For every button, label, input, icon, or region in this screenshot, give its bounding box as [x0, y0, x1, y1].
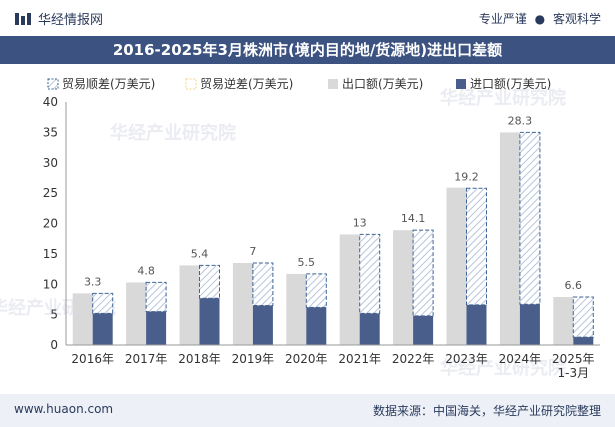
- x-tick-label: 2017年: [125, 352, 168, 366]
- x-axis: 2016年 2017年 2018年 2019年 2020年 2021年 2022年 2023年…: [66, 344, 600, 380]
- legend-swatch-export: [328, 79, 338, 89]
- y-tick-label: 10: [43, 277, 58, 291]
- tagline-1: 专业严谨: [478, 12, 527, 26]
- bar-import: [252, 305, 273, 345]
- logo-icon: [15, 12, 31, 25]
- legend-swatch-surplus: [47, 78, 59, 90]
- y-tick-label: 25: [43, 186, 58, 200]
- watermark-text: 华经产业研究院: [110, 122, 236, 144]
- data-label: 13: [353, 216, 367, 229]
- data-label: 14.1: [401, 212, 426, 225]
- y-tick-label: 0: [50, 338, 58, 352]
- bar-export: [499, 132, 520, 345]
- bar-import: [92, 313, 113, 345]
- legend-label: 贸易顺差(万美元): [62, 77, 155, 91]
- legend: 贸易顺差(万美元) 贸易逆差(万美元) 出口额(万美元) 进口额(万美元): [47, 76, 551, 91]
- bar-surplus: [145, 281, 167, 313]
- bar-surplus: [466, 187, 487, 306]
- legend-swatch-deficit: [185, 78, 197, 90]
- legend-label: 贸易逆差(万美元): [200, 76, 293, 91]
- watermark-text: 华经产业研究院: [440, 357, 566, 379]
- data-label: 3.3: [84, 275, 102, 288]
- bar-export: [339, 234, 360, 345]
- data-label: 4.8: [137, 264, 155, 277]
- x-tick-label: 2016年: [71, 352, 114, 366]
- bar-surplus: [572, 296, 594, 338]
- y-tick-label: 15: [43, 247, 58, 261]
- bar-surplus: [92, 292, 114, 314]
- data-label: 6.6: [565, 279, 583, 292]
- bar-surplus: [519, 131, 541, 305]
- y-tick-label: 35: [43, 125, 58, 139]
- legend-label: 进口额(万美元): [470, 77, 551, 91]
- y-tick-label: 30: [43, 156, 58, 170]
- bar-import: [199, 298, 220, 345]
- footer: www.huaon.com 数据来源：中国海关，华经产业研究院整理: [0, 394, 615, 427]
- x-tick-label: 2021年: [338, 352, 381, 366]
- bar-surplus: [305, 273, 327, 308]
- legend-swatch-import: [456, 79, 466, 89]
- bar-import: [573, 337, 594, 345]
- x-tick-label: 2018年: [178, 352, 221, 366]
- data-label: 5.5: [298, 256, 316, 269]
- bar-export: [553, 297, 574, 345]
- bar-import: [146, 311, 167, 345]
- bar-export: [179, 265, 200, 345]
- data-label: 28.3: [508, 114, 533, 127]
- brand: 华经情报网: [14, 9, 103, 28]
- brand-name: 华经情报网: [38, 13, 104, 28]
- bar-import: [413, 315, 434, 345]
- footer-website[interactable]: www.huaon.com: [14, 402, 114, 416]
- data-label: 19.2: [454, 170, 479, 183]
- bar-export: [393, 230, 414, 345]
- y-tick-label: 20: [43, 217, 58, 231]
- x-tick-label: 2025年: [552, 352, 595, 366]
- data-label: 7: [249, 245, 256, 258]
- bar-surplus: [199, 264, 220, 299]
- tagline-separator: ●: [534, 12, 546, 26]
- tagline: 专业严谨 ● 客观科学: [479, 10, 601, 27]
- bar-surplus: [252, 262, 274, 307]
- footer-source: 数据来源：中国海关，华经产业研究院整理: [372, 404, 601, 418]
- bar-import: [306, 307, 327, 345]
- bars: [72, 131, 594, 345]
- bar-import: [519, 304, 540, 345]
- bar-import: [359, 313, 380, 345]
- bar-import: [466, 304, 487, 345]
- data-labels: 3.3 4.8 5.4 7 5.5 13 14.1 19.2 28.3 6.6: [84, 114, 582, 292]
- watermark-text: 华经产业研究院: [440, 87, 566, 109]
- y-tick-label: 40: [43, 95, 58, 109]
- legend-label: 出口额(万美元): [342, 77, 423, 91]
- bar-export: [446, 187, 467, 345]
- tagline-2: 客观科学: [552, 12, 601, 26]
- top-bar: 华经情报网 专业严谨 ● 客观科学: [0, 0, 615, 36]
- bar-surplus: [412, 229, 434, 317]
- bar-export: [232, 262, 253, 345]
- chart-title: 2016-2025年3月株洲市(境内目的地/货源地)进出口差额: [0, 36, 615, 64]
- bar-export: [286, 273, 307, 345]
- bar-surplus: [359, 233, 381, 314]
- x-tick-label: 2023年: [445, 352, 488, 366]
- bar-export: [72, 293, 93, 345]
- data-label: 5.4: [191, 247, 209, 260]
- bar-export: [126, 282, 147, 345]
- x-tick-label: 2020年: [285, 352, 328, 366]
- x-tick-label: 2019年: [232, 352, 275, 366]
- y-tick-label: 5: [50, 308, 58, 322]
- y-axis: 0 5 10 15 20 25 30 35 40: [43, 95, 67, 352]
- x-tick-label: 2022年: [392, 352, 435, 366]
- x-tick-label: 2024年: [499, 352, 542, 366]
- x-tick-label: 1-3月: [557, 366, 589, 380]
